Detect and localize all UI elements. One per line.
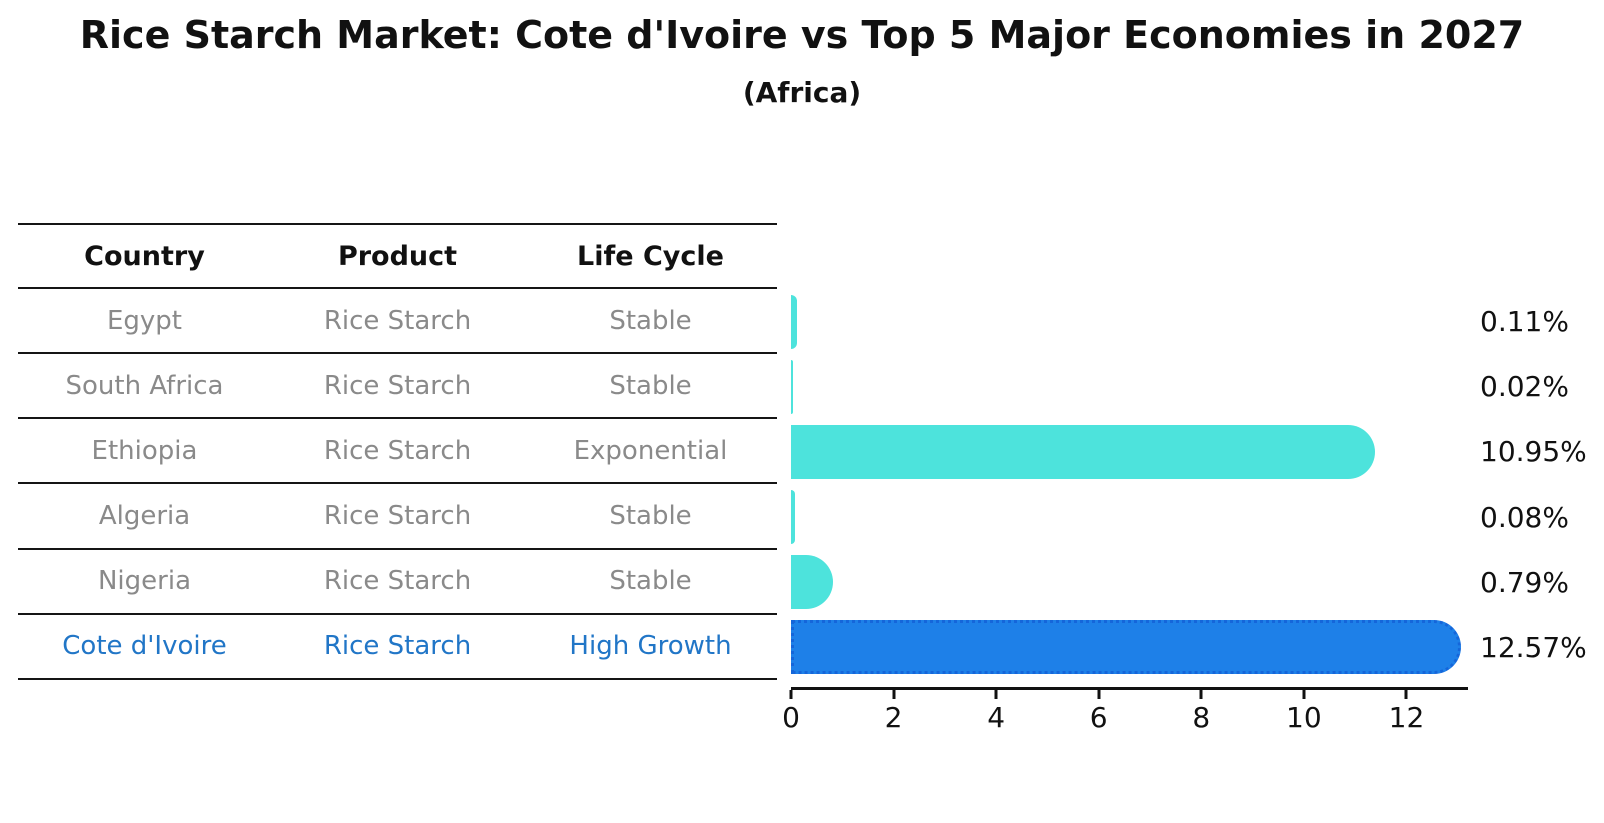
x-tick-label: 0 [782, 701, 800, 734]
bar-row [791, 485, 1468, 550]
bar-row [791, 550, 1468, 615]
table-cell-product: Rice Starch [323, 566, 472, 597]
x-tick-mark [1097, 690, 1101, 699]
table-row: Ethiopia Rice Starch Exponential [18, 419, 777, 485]
table-row: Algeria Rice Starch Stable [18, 484, 777, 550]
table-row: Cote d'Ivoire Rice Starch High Growth [18, 615, 777, 680]
value-label: 0.02% [1480, 370, 1569, 404]
chart-subtitle: (Africa) [742, 76, 862, 109]
x-tick-label: 12 [1388, 701, 1425, 734]
x-tick-mark [1302, 690, 1306, 699]
value-label: 10.95% [1480, 435, 1587, 469]
x-tick-mark [892, 690, 896, 699]
table-cell-product: Rice Starch [323, 305, 472, 336]
bar-row [791, 289, 1468, 354]
table-row: Egypt Rice Starch Stable [18, 289, 777, 355]
table-cell-country: South Africa [65, 370, 224, 401]
x-axis-line [791, 687, 1468, 690]
value-labels: 0.11% 0.02% 10.95% 0.08% 0.79% 12.57% [1480, 289, 1604, 680]
table-cell-product: Rice Starch [323, 631, 472, 662]
bar-nigeria [791, 555, 834, 610]
x-tick-label: 8 [1192, 701, 1211, 734]
table-row: Nigeria Rice Starch Stable [18, 550, 777, 615]
chart-title: Rice Starch Market: Cote d'Ivoire vs Top… [79, 13, 1525, 57]
table-cell-life-cycle: Stable [609, 305, 692, 336]
table-cell-product: Rice Starch [323, 370, 472, 401]
table-cell-product: Rice Starch [323, 501, 472, 532]
x-axis-ticks: 0 2 4 6 8 10 12 [782, 687, 1468, 747]
value-label: 0.08% [1480, 500, 1569, 534]
table-row: South Africa Rice Starch Stable [18, 354, 777, 420]
table-cell-product: Rice Starch [323, 435, 472, 466]
x-tick-label: 10 [1286, 701, 1322, 734]
bar-row [791, 419, 1468, 484]
table-header-life-cycle: Life Cycle [577, 240, 724, 272]
x-tick-label: 6 [1089, 701, 1108, 734]
bar-egypt [791, 294, 797, 349]
bar-ethiopia [791, 424, 1375, 479]
table-cell-life-cycle: Stable [609, 566, 692, 597]
value-label: 0.79% [1480, 565, 1569, 599]
table-header-country: Country [84, 240, 205, 272]
table-cell-country: Algeria [98, 501, 191, 532]
x-tick-label: 4 [987, 701, 1006, 734]
bar-south-africa [791, 359, 793, 414]
bar-cote-d-ivoire [791, 620, 1462, 675]
table-cell-country: Egypt [106, 305, 183, 336]
table-cell-country: Ethiopia [91, 435, 198, 466]
x-tick-mark [1199, 690, 1203, 699]
value-label: 12.57% [1480, 630, 1587, 664]
value-label: 0.11% [1480, 305, 1569, 338]
table-body: Egypt Rice Starch Stable South Africa Rice S… [18, 289, 777, 680]
table-cell-country: Cote d'Ivoire [62, 631, 227, 662]
table-cell-country: Nigeria [97, 566, 192, 597]
table-header-product: Product [337, 240, 458, 272]
x-tick-label: 2 [884, 701, 903, 734]
x-tick-mark [994, 690, 998, 699]
table-cell-life-cycle: Stable [609, 501, 692, 532]
bar-row [791, 354, 1468, 419]
table-cell-life-cycle: High Growth [569, 631, 732, 662]
comparison-table: Country Product Life Cycle Egypt Rice Sta… [18, 223, 777, 680]
table-cell-life-cycle: Exponential [573, 435, 728, 466]
x-tick-mark [789, 690, 793, 699]
bar-row [791, 615, 1468, 680]
bar-algeria [791, 490, 796, 545]
x-tick-mark [1404, 690, 1408, 699]
bar-chart [791, 289, 1468, 680]
table-cell-life-cycle: Stable [609, 370, 692, 401]
table-header-row: Country Product Life Cycle [18, 223, 777, 289]
